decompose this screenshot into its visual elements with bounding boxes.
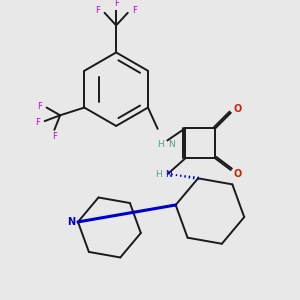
Text: F: F xyxy=(38,102,42,111)
Text: F: F xyxy=(132,6,137,15)
Text: F: F xyxy=(52,132,57,141)
Text: O: O xyxy=(233,169,242,179)
Text: O: O xyxy=(233,104,242,114)
Text: N: N xyxy=(165,170,172,179)
Text: F: F xyxy=(95,6,100,15)
Text: N: N xyxy=(67,217,75,227)
Text: N: N xyxy=(168,140,175,149)
Text: H: H xyxy=(155,170,161,179)
Text: F: F xyxy=(35,118,40,127)
Text: H: H xyxy=(157,140,164,149)
Text: F: F xyxy=(114,0,118,8)
